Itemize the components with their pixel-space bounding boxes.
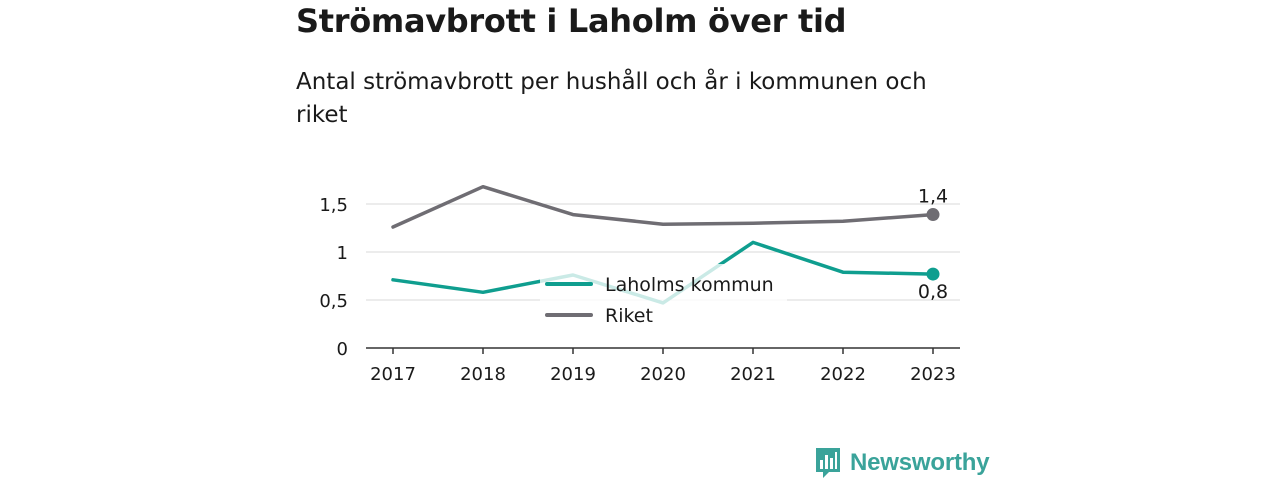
axes: 0 0,5 1 1,5 2017 2018 2019 2020 2021 2022 2023 <box>319 195 960 385</box>
x-tick-label: 2019 <box>550 364 596 385</box>
x-tick-label: 2018 <box>460 364 506 385</box>
chart-title: Strömavbrott i Laholm över tid <box>296 2 847 40</box>
y-tick-label: 0 <box>337 339 348 360</box>
legend-label: Riket <box>605 305 653 327</box>
x-tick-label: 2017 <box>370 364 416 385</box>
x-tick-label: 2020 <box>640 364 686 385</box>
end-labels: 0,8 1,4 <box>918 186 948 304</box>
legend-background <box>540 264 787 330</box>
y-tick-label: 1 <box>337 243 348 264</box>
x-tick-label: 2023 <box>910 364 956 385</box>
series-line-riket <box>391 184 935 229</box>
end-value-label: 1,4 <box>918 186 948 208</box>
series-end-point <box>926 208 940 222</box>
legend-label: Laholms kommun <box>605 274 774 296</box>
y-tick-label: 1,5 <box>319 195 348 216</box>
newsworthy-logo-icon <box>816 448 840 478</box>
legend: Laholms kommun Riket <box>540 264 787 330</box>
x-tick-label: 2021 <box>730 364 776 385</box>
y-tick-label: 0,5 <box>319 291 348 312</box>
series-end-point <box>926 267 940 281</box>
chart-subtitle: Antal strömavbrott per hushåll och år i … <box>296 69 927 128</box>
brand-logo: Newsworthy <box>814 446 990 480</box>
end-value-label: 0,8 <box>918 281 948 303</box>
x-tick-label: 2022 <box>820 364 866 385</box>
line-chart: 0 0,5 1 1,5 2017 2018 2019 2020 2021 2022 2023 Lah… <box>319 184 960 385</box>
brand-name: Newsworthy <box>850 449 990 476</box>
